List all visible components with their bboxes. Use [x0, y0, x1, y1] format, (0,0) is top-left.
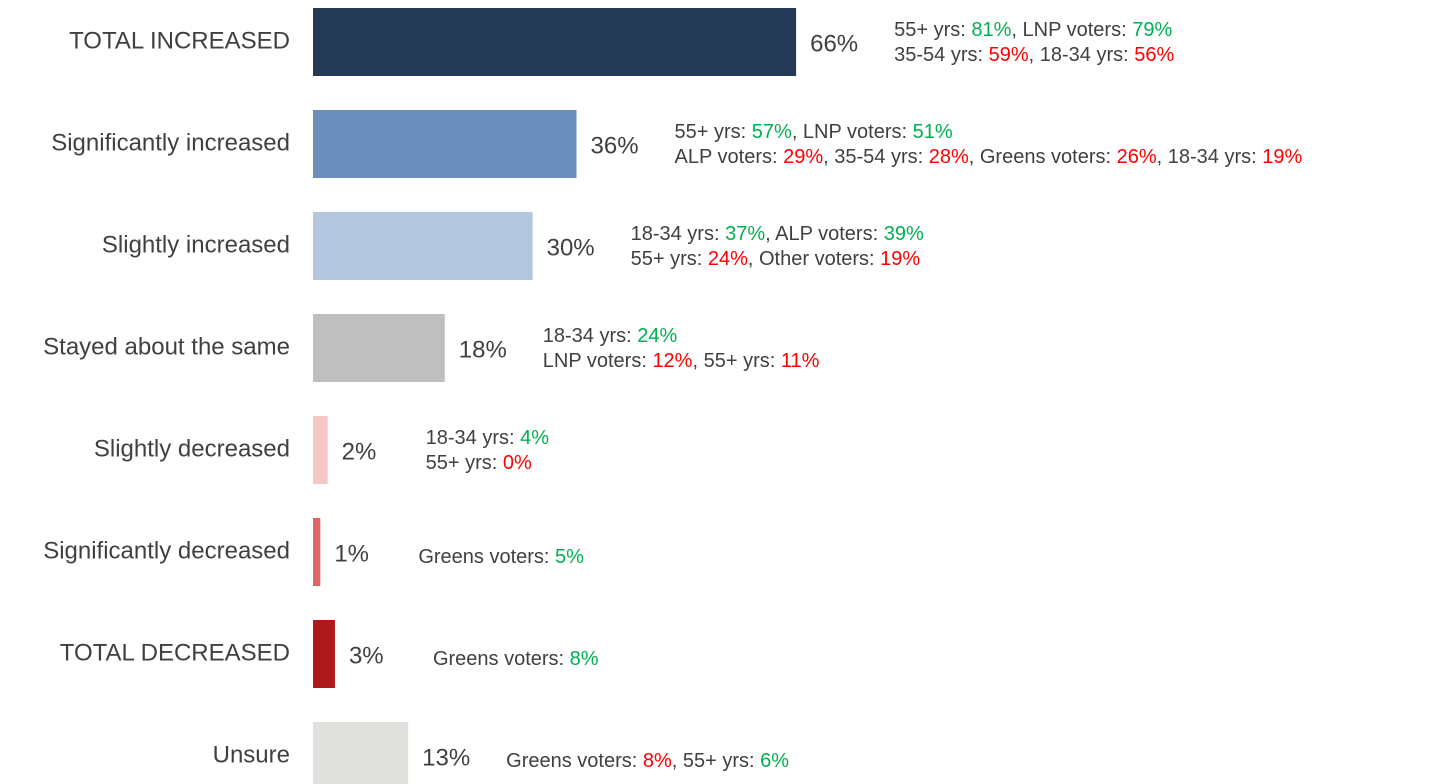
category-label: TOTAL INCREASED: [69, 27, 290, 54]
value-label: 1%: [334, 540, 369, 567]
annotation-segment: 18-34 yrs:: [426, 427, 520, 449]
category-label: Slightly decreased: [94, 435, 290, 462]
annotation-segment: Greens voters:: [418, 546, 555, 568]
annotation-segment: 79%: [1132, 19, 1172, 41]
annotation: 18-34 yrs: 4%: [426, 427, 550, 449]
annotation: Greens voters: 5%: [418, 546, 584, 568]
value-label: 36%: [591, 132, 639, 159]
annotation-segment: 56%: [1134, 44, 1174, 66]
category-label: Unsure: [213, 741, 290, 768]
value-label: 66%: [810, 30, 858, 57]
category-label: Significantly increased: [51, 129, 290, 156]
bar: [313, 518, 321, 586]
annotation-segment: , ALP voters:: [765, 223, 884, 245]
bar: [313, 620, 335, 688]
value-label: 2%: [342, 438, 377, 465]
bar: [313, 8, 797, 76]
annotation-segment: 55+ yrs:: [631, 248, 708, 270]
bar: [313, 110, 577, 178]
annotation: Greens voters: 8%: [433, 648, 599, 670]
annotation-segment: 11%: [781, 350, 820, 372]
annotation-segment: 51%: [913, 121, 953, 143]
annotation-segment: , Other voters:: [748, 248, 880, 270]
annotation: Greens voters: 8%, 55+ yrs: 6%: [506, 750, 789, 772]
annotation-segment: 6%: [760, 750, 789, 772]
annotation-segment: 39%: [884, 223, 924, 245]
value-label: 3%: [349, 642, 384, 669]
category-label: Slightly increased: [102, 231, 290, 258]
annotation-segment: 4%: [520, 427, 549, 449]
annotation: 35-54 yrs: 59%, 18-34 yrs: 56%: [894, 44, 1174, 66]
annotation: 55+ yrs: 81%, LNP voters: 79%: [894, 19, 1172, 41]
annotation-segment: 19%: [1262, 146, 1302, 168]
annotation-segment: 59%: [989, 44, 1029, 66]
annotation-segment: 19%: [880, 248, 920, 270]
annotation-segment: LNP voters:: [543, 350, 653, 372]
annotation-segment: 0%: [503, 452, 532, 474]
annotation-segment: 37%: [725, 223, 765, 245]
annotation: 55+ yrs: 0%: [426, 452, 532, 474]
value-label: 30%: [547, 234, 595, 261]
annotation: LNP voters: 12%, 55+ yrs: 11%: [543, 350, 820, 372]
annotation-segment: 18-34 yrs:: [631, 223, 725, 245]
annotation-segment: 24%: [708, 248, 748, 270]
category-label: Stayed about the same: [43, 333, 290, 360]
annotation: 18-34 yrs: 24%: [543, 325, 678, 347]
annotation-segment: 29%: [783, 146, 823, 168]
bar: [313, 416, 328, 484]
annotation-segment: , 18-34 yrs:: [1029, 44, 1135, 66]
bar: [313, 722, 409, 784]
annotation-segment: 55+ yrs:: [894, 19, 971, 41]
annotation-segment: ALP voters:: [675, 146, 784, 168]
category-label: Significantly decreased: [43, 537, 290, 564]
value-label: 13%: [422, 744, 470, 771]
annotation-segment: , 35-54 yrs:: [823, 146, 929, 168]
annotation-segment: , Greens voters:: [969, 146, 1117, 168]
annotation-segment: 12%: [652, 350, 692, 372]
value-label: 18%: [459, 336, 507, 363]
annotation-segment: 35-54 yrs:: [894, 44, 988, 66]
annotation-segment: , 55+ yrs:: [692, 350, 780, 372]
annotation-segment: 55+ yrs:: [675, 121, 752, 143]
annotation-segment: 8%: [643, 750, 672, 772]
annotation-segment: 26%: [1117, 146, 1157, 168]
annotation-segment: 55+ yrs:: [426, 452, 503, 474]
category-label: TOTAL DECREASED: [60, 639, 290, 666]
bar: [313, 314, 445, 382]
annotation-segment: 28%: [929, 146, 969, 168]
annotation-segment: 5%: [555, 546, 584, 568]
annotation-segment: Greens voters:: [506, 750, 643, 772]
annotation: 18-34 yrs: 37%, ALP voters: 39%: [631, 223, 924, 245]
annotation: 55+ yrs: 57%, LNP voters: 51%: [675, 121, 953, 143]
annotation-segment: Greens voters:: [433, 648, 570, 670]
annotation: 55+ yrs: 24%, Other voters: 19%: [631, 248, 921, 270]
annotation-segment: , 55+ yrs:: [672, 750, 760, 772]
annotation-segment: , 18-34 yrs:: [1157, 146, 1263, 168]
annotation-segment: , LNP voters:: [1011, 19, 1132, 41]
annotation: ALP voters: 29%, 35-54 yrs: 28%, Greens …: [675, 146, 1303, 168]
annotation-segment: , LNP voters:: [792, 121, 913, 143]
annotation-segment: 24%: [637, 325, 677, 347]
annotation-segment: 18-34 yrs:: [543, 325, 637, 347]
annotation-segment: 57%: [752, 121, 792, 143]
bar: [313, 212, 533, 280]
annotation-segment: 81%: [971, 19, 1011, 41]
annotation-segment: 8%: [570, 648, 599, 670]
